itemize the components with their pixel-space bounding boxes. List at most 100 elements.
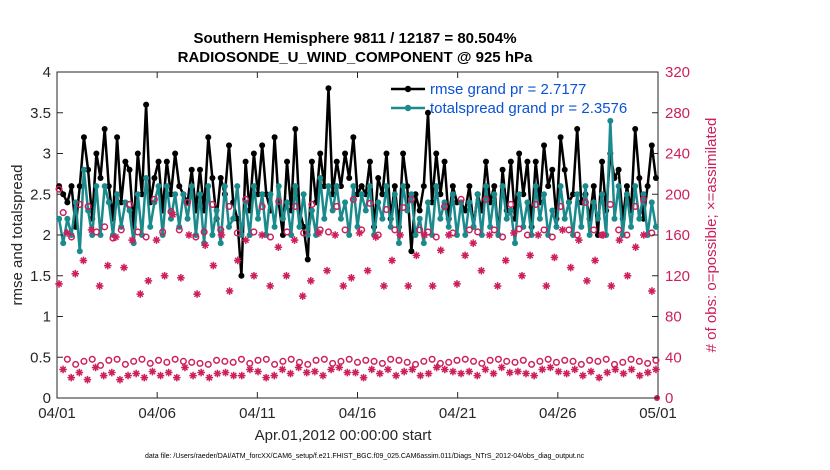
data-point-totalspread	[400, 183, 407, 190]
data-point-obs-assimilated	[213, 369, 222, 378]
data-point-totalspread	[172, 191, 179, 198]
data-point-rmse	[64, 199, 71, 206]
data-point-obs-assimilated	[67, 373, 76, 382]
data-point-totalspread	[586, 232, 593, 238]
data-point-obs-possible	[304, 360, 312, 368]
data-point-rmse	[462, 207, 469, 214]
data-point-obs-assimilated	[103, 261, 112, 270]
data-point-totalspread	[209, 232, 216, 238]
data-point-obs-possible	[196, 359, 204, 367]
data-point-obs-assimilated	[144, 277, 153, 285]
data-point-obs-possible	[639, 195, 648, 203]
data-point-obs-possible	[532, 200, 540, 208]
y-right-tick-label: 120	[665, 268, 690, 285]
y-tick-label: 1.5	[30, 268, 51, 285]
data-point-rmse	[163, 158, 170, 165]
data-point-totalspread	[445, 223, 452, 230]
data-point-rmse	[532, 158, 539, 165]
data-point-obs-possible	[329, 359, 337, 367]
data-point-totalspread	[271, 223, 278, 230]
data-point-obs-assimilated	[148, 367, 157, 376]
data-point-obs-possible	[503, 357, 511, 365]
data-point-obs-possible	[370, 357, 378, 365]
data-point-obs-assimilated	[168, 210, 177, 219]
data-point-obs-assimilated	[185, 231, 193, 239]
data-point-obs-assimilated	[635, 371, 644, 380]
data-point-totalspread	[462, 232, 469, 238]
data-point-obs-assimilated	[575, 236, 583, 244]
data-point-obs-assimilated	[371, 233, 380, 241]
data-point-obs-possible	[416, 226, 424, 234]
data-point-obs-assimilated	[530, 371, 538, 380]
data-point-obs-possible	[76, 200, 84, 208]
data-point-obs-possible	[382, 205, 391, 214]
data-point-obs-assimilated	[177, 273, 185, 282]
data-point-obs-assimilated	[335, 363, 344, 372]
data-point-obs-assimilated	[266, 282, 274, 290]
data-point-rmse	[263, 191, 270, 198]
data-point-rmse	[648, 142, 655, 149]
data-point-obs-possible	[59, 209, 67, 217]
data-point-obs-possible	[499, 233, 507, 241]
data-point-obs-possible	[188, 358, 196, 366]
data-point-rmse	[188, 166, 195, 173]
data-point-rmse	[623, 183, 630, 190]
chart-subtitle: RADIOSONDE_U_WIND_COMPONENT @ 925 hPa	[178, 49, 533, 66]
data-point-obs-assimilated	[648, 287, 656, 295]
data-point-obs-assimilated	[274, 243, 283, 252]
data-point-obs-possible	[536, 357, 544, 365]
data-point-rmse	[570, 191, 577, 198]
data-point-totalspread	[101, 183, 108, 190]
data-point-totalspread	[184, 215, 191, 222]
data-point-obs-assimilated	[75, 368, 84, 377]
data-point-obs-possible	[528, 360, 536, 368]
data-point-totalspread	[536, 215, 543, 222]
data-point-totalspread	[143, 174, 150, 181]
data-point-obs-possible	[590, 226, 598, 234]
data-point-obs-possible	[557, 202, 565, 211]
data-point-totalspread	[499, 183, 506, 190]
data-point-totalspread	[437, 215, 444, 222]
data-point-totalspread	[279, 215, 286, 222]
data-point-totalspread	[325, 183, 332, 190]
data-point-rmse	[652, 174, 659, 181]
data-point-obs-possible	[445, 358, 453, 366]
series-totalspread	[56, 117, 659, 255]
data-point-obs-assimilated	[485, 231, 494, 239]
data-point-rmse	[242, 158, 249, 165]
data-point-obs-assimilated	[538, 365, 547, 374]
data-point-totalspread	[383, 183, 390, 190]
data-point-totalspread	[549, 207, 556, 214]
data-point-obs-possible	[233, 229, 241, 237]
data-point-obs-assimilated	[603, 368, 612, 377]
data-point-obs-possible	[387, 355, 395, 363]
data-point-totalspread	[105, 199, 112, 206]
data-point-obs-possible	[142, 233, 150, 241]
data-point-obs-possible	[84, 202, 92, 211]
x-tick-label: 04/26	[539, 405, 577, 422]
x-tick-label: 04/01	[38, 405, 76, 422]
data-point-obs-possible	[440, 202, 449, 211]
data-point-totalspread	[416, 215, 423, 222]
data-point-rmse	[271, 134, 278, 141]
data-point-obs-possible	[266, 233, 275, 241]
data-point-obs-possible	[457, 195, 465, 203]
data-point-obs-assimilated	[546, 363, 555, 372]
data-point-obs-assimilated	[87, 226, 96, 234]
data-point-obs-assimilated	[71, 269, 80, 278]
data-point-obs-possible	[544, 355, 552, 363]
data-point-obs-assimilated	[627, 365, 636, 374]
data-point-obs-possible	[88, 355, 96, 363]
data-point-obs-assimilated	[465, 367, 473, 376]
data-point-obs-possible	[353, 358, 362, 366]
data-point-totalspread	[561, 215, 568, 222]
data-point-obs-assimilated	[112, 233, 120, 241]
data-point-totalspread	[155, 183, 162, 190]
data-point-rmse	[557, 134, 564, 141]
data-point-rmse	[599, 158, 606, 165]
data-point-obs-assimilated	[566, 263, 575, 272]
legend-label-totalspread: totalspread grand pr = 2.3576	[430, 100, 627, 117]
data-point-obs-assimilated	[351, 368, 360, 377]
data-point-totalspread	[408, 191, 415, 198]
series-obs-assimilated	[55, 210, 660, 384]
